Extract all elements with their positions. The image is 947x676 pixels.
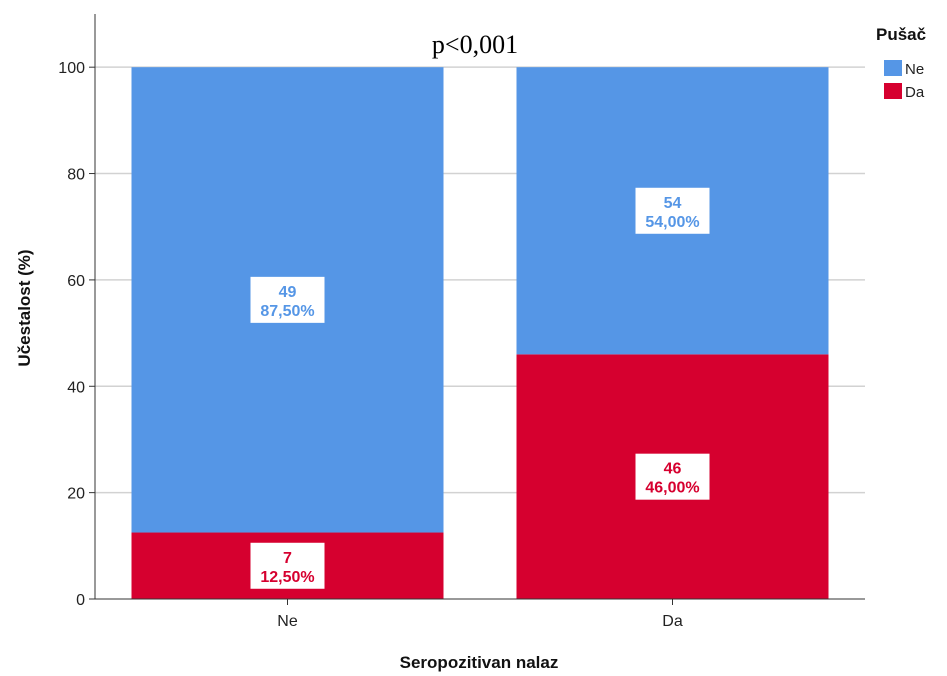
y-axis-title: Učestalost (%)	[15, 249, 34, 366]
x-axis-title: Seropozitivan nalaz	[400, 653, 559, 672]
data-label-count-da-da: 46	[664, 461, 682, 478]
y-tick-label-80: 80	[67, 167, 85, 184]
data-label-box-da-ne	[635, 187, 710, 234]
data-label-box-ne-da	[250, 542, 325, 589]
y-tick-label-0: 0	[76, 592, 85, 609]
x-tick-label-da: Da	[662, 613, 683, 630]
x-tick-label-ne: Ne	[277, 613, 298, 630]
legend-label-da: Da	[905, 84, 925, 101]
data-label-percent-ne-ne: 87,50%	[260, 303, 314, 320]
y-tick-label-40: 40	[67, 379, 85, 396]
data-label-count-ne-da: 7	[283, 550, 292, 567]
y-tick-label-100: 100	[58, 60, 85, 77]
legend-swatch-ne	[884, 60, 902, 76]
p-value-annotation: p<0,001	[432, 30, 518, 59]
y-tick-label-60: 60	[67, 273, 85, 290]
data-label-percent-da-da: 46,00%	[645, 480, 699, 497]
axes	[89, 14, 865, 605]
data-label-count-ne-ne: 49	[279, 284, 297, 301]
data-label-count-da-ne: 54	[664, 195, 682, 212]
data-label-percent-da-ne: 54,00%	[645, 214, 699, 231]
legend-title: Pušač	[876, 25, 926, 44]
legend: Pušač Ne Da	[876, 25, 926, 101]
data-label-box-da-da	[635, 453, 710, 500]
x-tick-labels: Ne Da	[277, 613, 683, 630]
y-tick-labels: 0 20 40 60 80 100	[58, 60, 85, 609]
legend-swatch-da	[884, 83, 902, 99]
legend-label-ne: Ne	[905, 61, 924, 78]
data-label-box-ne-ne	[250, 276, 325, 323]
data-label-percent-ne-da: 12,50%	[260, 569, 314, 586]
y-tick-label-20: 20	[67, 486, 85, 503]
bars	[131, 67, 829, 599]
data-labels: 7 12,50% 49 87,50% 46 46,00% 54 54,00%	[250, 187, 710, 589]
